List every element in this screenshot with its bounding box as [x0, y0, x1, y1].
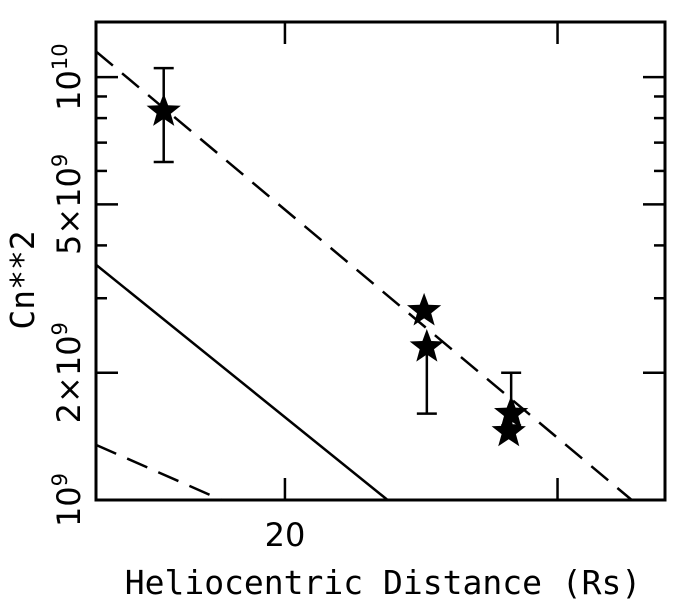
y-tick-label: 2×109: [48, 322, 88, 423]
data-points: [146, 66, 529, 447]
plot-frame: [94, 20, 667, 502]
solid-model-line: [96, 263, 389, 500]
data-point: [407, 292, 442, 326]
star-marker: [407, 292, 442, 326]
data-point: [494, 371, 529, 429]
data-point: [409, 329, 444, 415]
x-ticks: 20: [265, 22, 559, 554]
y-tick-label: 1010: [48, 43, 88, 110]
data-point: [146, 66, 181, 164]
y-axis-title: Cn**2: [3, 230, 42, 329]
star-marker: [494, 395, 529, 429]
x-tick-label: 20: [265, 516, 306, 554]
data-point: [491, 413, 526, 447]
star-marker: [491, 413, 526, 447]
star-marker: [409, 329, 444, 362]
x-axis-title: Heliocentric Distance (Rs): [125, 563, 642, 602]
y-tick-label: 109: [48, 473, 88, 527]
dashed-model-line: [96, 443, 223, 500]
star-marker: [146, 93, 181, 126]
plot-lines: [96, 50, 633, 500]
dashed-model-line: [96, 50, 633, 500]
y-tick-label: 5×109: [48, 154, 88, 255]
y-ticks: 109 2×109 5×109 1010: [48, 43, 665, 527]
